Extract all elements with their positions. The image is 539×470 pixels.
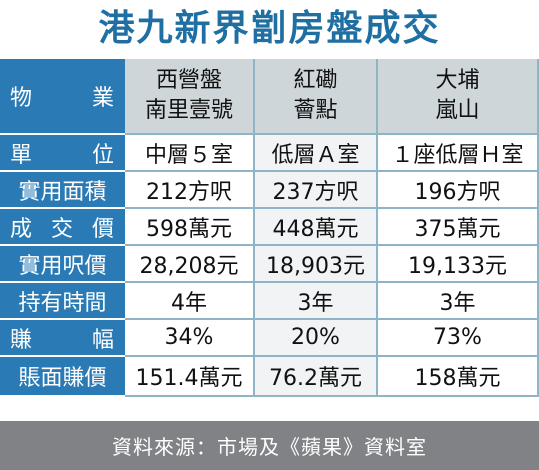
row-label-char: 單 [10,142,34,168]
table-cell: 28,208元 [125,246,255,283]
column-header-line: 紅磡 [293,68,338,93]
table-cell: 73% [378,320,539,357]
table-cell: 237方呎 [255,172,378,209]
column-header-line: 薈點 [293,98,338,123]
column-header-line: 大埔 [435,68,480,93]
table-cell: 4年 [125,283,255,320]
transaction-table: 物 業 西營盤 南里壹號 紅磡 薈點 大埔 嵐山 單 位 中層５室 低層Ａ室 １… [0,59,539,397]
row-label-char: 價 [91,216,115,242]
row-label-char: 成 [10,216,34,242]
row-label-gain: 賺 幅 [0,320,125,357]
row-label-char: 幅 [91,327,115,353]
column-header-line: 南里壹號 [144,98,233,123]
table-cell: 18,903元 [255,246,378,283]
table-cell: 3年 [255,283,378,320]
column-header-2: 紅磡 薈點 [255,59,378,135]
table-cell: 低層Ａ室 [255,135,378,172]
row-label-char: 交 [50,216,74,242]
row-label-price: 成 交 價 [0,209,125,246]
column-header-3: 大埔 嵐山 [378,59,539,135]
table-cell: 19,133元 [378,246,539,283]
table-cell: 3年 [378,283,539,320]
table-cell: 598萬元 [125,209,255,246]
row-label-paper-profit: 賬面賺價 [0,357,125,397]
table-cell: 375萬元 [378,209,539,246]
column-header-line: 西營盤 [155,68,222,93]
table-cell: 158萬元 [378,357,539,397]
row-label-saleable-area: 實用面積 [0,172,125,209]
column-header-1: 西營盤 南里壹號 [125,59,255,135]
table-title: 港九新界劏房盤成交 [98,8,441,49]
table-cell: 151.4萬元 [125,357,255,397]
row-label-property: 物 業 [0,59,125,135]
row-label-char: 業 [91,86,115,111]
table-cell: 中層５室 [125,135,255,172]
table-cell: 212方呎 [125,172,255,209]
row-label-price-per-sqft: 實用呎價 [0,246,125,283]
table-cell: 34% [125,320,255,357]
source-note: 資料來源：市場及《蘋果》資料室 [0,421,539,470]
row-label-char: 賺 [10,327,34,353]
row-label-holding-period: 持有時間 [0,283,125,320]
table-cell: 196方呎 [378,172,539,209]
table-cell: 20% [255,320,378,357]
table-cell: 76.2萬元 [255,357,378,397]
table-cell: 448萬元 [255,209,378,246]
table-cell: １座低層Ｈ室 [378,135,539,172]
row-label-char: 物 [10,86,34,111]
row-label-char: 位 [91,142,115,168]
row-label-unit: 單 位 [0,135,125,172]
column-header-line: 嵐山 [435,98,480,123]
